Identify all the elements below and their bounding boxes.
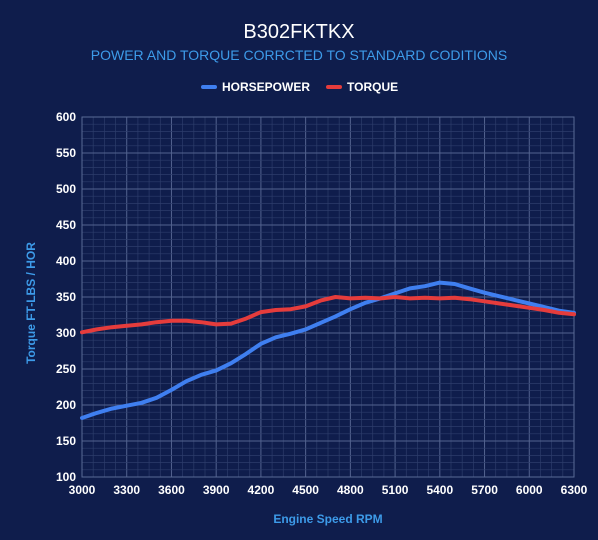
y-tick-label: 550 [56, 146, 76, 160]
legend[interactable]: HORSEPOWER TORQUE [201, 80, 398, 94]
x-tick-label: 5400 [426, 483, 453, 497]
chart-title: B302FKTKX [243, 21, 354, 43]
legend-label-torque: TORQUE [347, 80, 398, 94]
x-tick-label: 5100 [382, 483, 409, 497]
x-tick-label: 4200 [248, 483, 275, 497]
x-tick-label: 6000 [516, 483, 543, 497]
legend-label-horsepower: HORSEPOWER [222, 80, 310, 94]
y-tick-label: 100 [56, 470, 76, 484]
y-tick-label: 450 [56, 218, 76, 232]
tick-labels: 3000 3300 3600 3900 4200 4500 4800 5100 5400 5700… [56, 110, 588, 497]
y-tick-label: 300 [56, 326, 76, 340]
x-tick-label: 4800 [337, 483, 364, 497]
y-tick-label: 600 [56, 110, 76, 124]
x-tick-label: 4500 [292, 483, 319, 497]
series-line-horsepower [80, 280, 576, 420]
series-lines [80, 280, 576, 420]
y-tick-label: 150 [56, 434, 76, 448]
y-tick-label: 400 [56, 254, 76, 268]
chart-subtitle: POWER AND TORQUE CORRCTED TO STANDARD CO… [91, 47, 507, 63]
y-tick-label: 500 [56, 182, 76, 196]
y-axis-label: Torque FT-LBS / HOR [24, 242, 38, 364]
legend-item-horsepower[interactable]: HORSEPOWER [201, 80, 310, 94]
y-tick-label: 250 [56, 362, 76, 376]
x-tick-label: 3000 [69, 483, 96, 497]
gridlines [81, 116, 575, 478]
x-tick-label: 5700 [471, 483, 498, 497]
x-tick-label: 3600 [158, 483, 185, 497]
x-tick-label: 3900 [203, 483, 230, 497]
x-tick-label: 3300 [113, 483, 140, 497]
y-tick-label: 350 [56, 290, 76, 304]
legend-item-torque[interactable]: TORQUE [326, 80, 398, 94]
x-axis-label: Engine Speed RPM [273, 512, 382, 526]
y-tick-label: 200 [56, 398, 76, 412]
series-line-torque [80, 295, 576, 335]
plot-frame [81, 116, 575, 478]
x-tick-label: 6300 [561, 483, 588, 497]
